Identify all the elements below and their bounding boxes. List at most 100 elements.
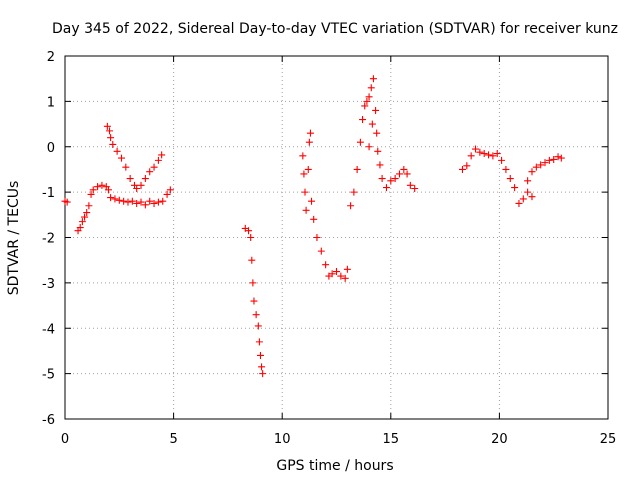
data-point: [247, 234, 255, 241]
data-point: [302, 206, 310, 214]
data-point: [301, 188, 309, 196]
y-tick-labels: -6 -5 -4 -3 -2 -1 0 1 2: [42, 50, 55, 428]
data-point: [391, 175, 399, 183]
data-point: [361, 102, 369, 110]
y-axis-label: SDTVAR / TECUs: [6, 181, 22, 296]
data-point: [124, 198, 132, 206]
data-point: [248, 256, 256, 264]
x-tick-label: 20: [491, 432, 508, 447]
data-point: [463, 162, 471, 170]
data-point: [472, 145, 480, 153]
y-tick-label: -3: [42, 277, 55, 292]
data-point: [372, 106, 380, 114]
data-point: [502, 165, 510, 173]
data-point: [159, 197, 167, 205]
y-tick-label: 1: [47, 95, 55, 110]
data-point: [369, 75, 377, 83]
data-points: [61, 75, 565, 378]
data-point: [476, 148, 484, 156]
grid-lines: [65, 56, 608, 419]
data-point: [411, 184, 419, 192]
data-point: [107, 134, 115, 142]
data-point: [94, 183, 102, 191]
y-tick-label: -4: [42, 322, 55, 337]
data-point: [519, 195, 527, 203]
data-point: [304, 165, 312, 173]
data-point: [347, 202, 355, 210]
data-point: [137, 181, 145, 189]
data-point: [308, 197, 316, 205]
x-tick-label: 25: [600, 432, 617, 447]
data-point: [141, 201, 149, 209]
data-point: [524, 188, 532, 196]
y-tick-label: -2: [42, 232, 55, 247]
data-point: [367, 84, 375, 92]
data-point: [163, 190, 171, 198]
data-point: [350, 188, 358, 196]
data-point: [158, 151, 166, 159]
data-point: [550, 155, 558, 163]
x-tick-label: 15: [383, 432, 400, 447]
data-point: [154, 156, 162, 164]
data-point: [493, 150, 501, 158]
data-point: [489, 152, 497, 160]
data-point: [137, 198, 145, 206]
data-point: [524, 177, 532, 185]
data-point: [259, 370, 267, 378]
data-point: [128, 197, 136, 205]
data-point: [89, 186, 97, 194]
y-tick-label: -5: [42, 368, 55, 383]
data-point: [322, 261, 330, 269]
data-point: [103, 122, 111, 130]
data-point: [317, 247, 325, 255]
data-point: [254, 322, 262, 330]
data-point: [256, 351, 264, 359]
data-point: [83, 209, 91, 217]
data-point: [341, 274, 349, 282]
data-point: [365, 143, 373, 151]
data-point: [107, 194, 115, 202]
data-point: [532, 163, 540, 171]
data-point: [376, 161, 384, 169]
data-point: [403, 170, 411, 178]
x-tick-label: 10: [274, 432, 291, 447]
data-point: [528, 168, 536, 176]
data-point: [154, 198, 162, 206]
data-point: [353, 165, 361, 173]
data-point: [313, 234, 321, 241]
data-point: [299, 152, 307, 160]
data-point: [146, 168, 154, 176]
data-point: [245, 227, 253, 235]
data-point: [252, 311, 260, 319]
data-point: [106, 127, 114, 135]
data-point: [249, 279, 257, 287]
data-point: [511, 184, 519, 192]
data-point: [98, 181, 106, 189]
data-point: [467, 152, 475, 160]
data-point: [387, 177, 395, 185]
data-point: [373, 129, 381, 137]
data-point: [359, 116, 367, 124]
plot-frame: [64, 55, 609, 420]
data-point: [306, 129, 314, 137]
y-tick-label: -1: [42, 186, 55, 201]
data-point: [480, 150, 488, 158]
data-point: [343, 265, 351, 273]
data-point: [104, 186, 112, 194]
x-axis-label: GPS time / hours: [276, 458, 393, 474]
data-point: [109, 140, 117, 148]
data-point: [356, 138, 364, 146]
data-point: [374, 147, 382, 155]
data-point: [458, 165, 466, 173]
data-point: [310, 215, 318, 223]
data-point: [400, 165, 408, 173]
x-tick-label: 0: [61, 432, 69, 447]
data-point: [365, 93, 373, 101]
data-point: [115, 196, 123, 204]
data-point: [554, 153, 562, 161]
data-point: [328, 270, 336, 278]
data-point: [120, 197, 128, 205]
data-point: [146, 197, 154, 205]
data-point: [557, 154, 565, 162]
